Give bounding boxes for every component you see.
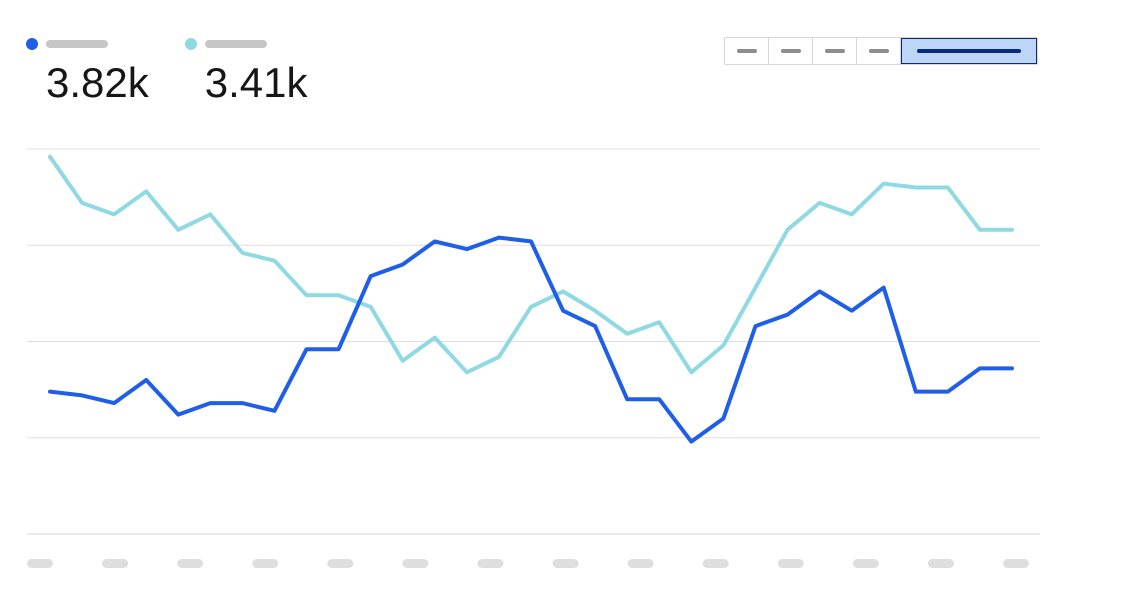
series-line-series-a[interactable] [48, 235, 1014, 444]
series-a-label-placeholder [46, 40, 108, 48]
range-option-3[interactable] [813, 38, 857, 64]
series-a-value: 3.82k [46, 59, 149, 106]
series-b-label-placeholder [204, 40, 267, 48]
x-tick-label-placeholder [327, 559, 354, 568]
x-tick-label-placeholder [852, 559, 879, 568]
x-tick-label-placeholder [402, 559, 429, 568]
range-option-label-placeholder [736, 49, 757, 53]
time-range-selector [724, 37, 1038, 65]
x-tick-label-placeholder [777, 559, 804, 568]
legend-item-series-b[interactable]: 3.41k [184, 36, 308, 106]
x-tick-label-placeholder [252, 559, 279, 568]
x-tick-label-placeholder [177, 559, 204, 568]
x-tick-label-placeholder [1003, 559, 1029, 568]
series-b-value: 3.41k [204, 59, 308, 106]
range-option-label-placeholder [868, 49, 889, 53]
x-tick-label-placeholder [27, 559, 53, 568]
x-tick-label-placeholder [552, 559, 579, 568]
x-tick-label-placeholder [627, 559, 654, 568]
x-tick-label-placeholder [702, 559, 729, 568]
series-line-series-b[interactable] [48, 154, 1014, 375]
range-option-4[interactable] [857, 38, 901, 64]
x-tick-label-placeholder [927, 559, 954, 568]
series-a-color-dot [26, 38, 38, 50]
legend-item-series-a[interactable]: 3.82k [26, 36, 149, 106]
legend: 3.82k 3.41k [26, 36, 308, 106]
range-option-label-placeholder [824, 49, 845, 53]
series-b-color-dot [184, 38, 197, 50]
range-option-2[interactable] [769, 38, 813, 64]
range-option-5[interactable] [901, 38, 1037, 64]
x-tick-label-placeholder [102, 559, 129, 568]
range-option-1[interactable] [725, 38, 769, 64]
range-option-label-placeholder [780, 49, 801, 53]
range-option-label-placeholder [917, 49, 1021, 53]
x-tick-label-placeholder [477, 559, 504, 568]
